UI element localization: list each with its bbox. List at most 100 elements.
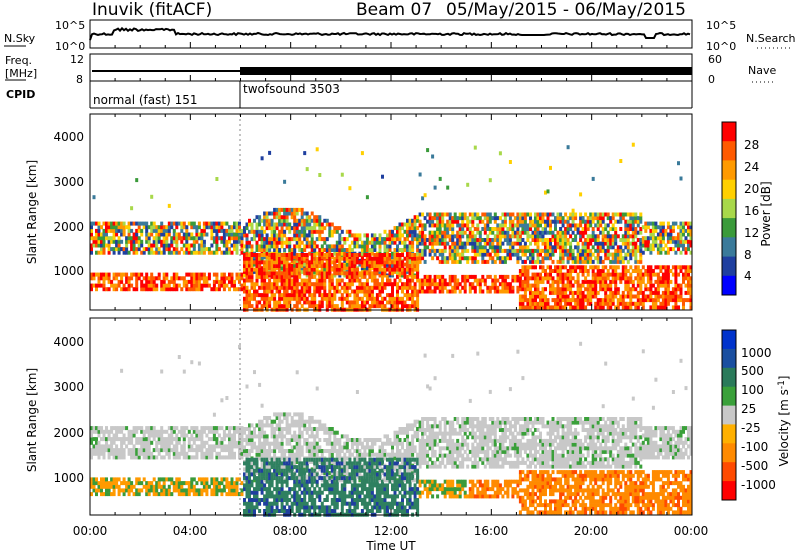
power-cell [508,245,512,250]
power-cell [355,296,359,301]
power-cell [408,229,412,234]
power-cell [335,258,339,263]
power-cell [541,241,545,246]
power-cell [315,304,319,309]
power-cell [338,256,342,261]
power-cell [220,283,224,288]
power-cell [280,218,284,223]
power-cell [155,236,159,241]
power-cell [278,264,282,268]
velocity-cell [197,492,201,497]
power-cell [270,233,274,238]
power-cell [172,276,176,281]
power-cell [508,212,512,217]
power-cell [182,279,186,284]
velocity-cell [220,455,224,460]
power-cell [378,304,382,309]
power-cell [268,278,272,283]
power-cell [586,259,590,264]
power-cell [325,293,329,298]
power-cell [391,296,394,301]
power-cell [659,276,663,281]
power-cell [273,300,277,305]
velocity-cell [185,488,189,493]
power-cell [493,216,497,221]
velocity-cell [102,481,106,486]
power-cell [586,301,590,306]
power-cell [263,237,267,242]
power-cell [634,287,638,292]
power-cell [245,244,249,249]
power-cell [544,276,547,281]
power-cell [604,241,608,246]
power-cell [581,245,585,250]
power-cell [245,293,249,298]
power-cell [629,256,633,261]
power-cell [521,248,525,253]
power-cell [659,283,663,288]
velocity-cell [115,437,119,442]
power-cell [539,219,542,224]
velocity-cell [238,433,241,438]
power-cell [413,264,417,268]
power-cell [250,222,254,227]
power-cell [624,212,628,217]
power-cell [348,267,352,272]
power-cell [488,178,492,183]
power-cell [270,229,274,234]
velocity-cell [172,429,176,434]
velocity-cell [145,444,149,449]
power-cell [561,298,565,303]
power-cell [554,223,557,228]
power-cell [280,271,284,276]
power-cell [682,298,685,303]
power-cell [393,237,397,242]
power-cell [523,216,527,221]
power-cell [591,238,595,242]
power-cell [250,256,254,261]
power-cell [102,243,106,248]
power-cell [634,276,638,281]
power-cell [235,276,239,281]
power-cell [651,243,655,248]
velocity-cell [192,455,196,460]
power-cell [293,296,297,301]
power-cell [100,272,103,277]
power-cell [438,289,442,294]
power-cell [150,221,154,226]
power-cell [278,222,282,227]
power-cell [338,278,342,283]
power-cell [381,296,384,301]
power-cell [569,298,573,303]
power-cell [197,272,201,277]
power-cell [285,285,289,290]
power-cell [280,207,284,212]
power-cell [185,287,189,292]
power-cell [461,285,465,290]
power-cell [511,274,515,279]
power-cell [566,223,570,228]
power-cell [155,225,159,230]
velocity-cell [175,437,179,442]
power-cell [378,282,382,287]
power-cell [418,234,422,239]
power-cell [629,248,633,253]
power-cell [303,256,307,261]
power-cell [518,256,522,261]
power-cell [90,272,93,277]
velocity-cell [127,477,131,482]
power-cell [157,272,161,277]
power-cell [323,271,327,276]
power-cell [418,212,422,217]
power-cell [478,245,482,250]
power-cell [436,227,440,231]
velocity-cell [253,494,256,499]
power-cell [614,227,618,231]
power-cell [258,229,262,234]
power-cell [534,305,537,310]
power-cell [265,218,269,223]
power-cell [155,247,159,252]
velocity-cell [170,440,174,445]
power-cell [345,258,349,263]
power-cell [235,236,239,241]
